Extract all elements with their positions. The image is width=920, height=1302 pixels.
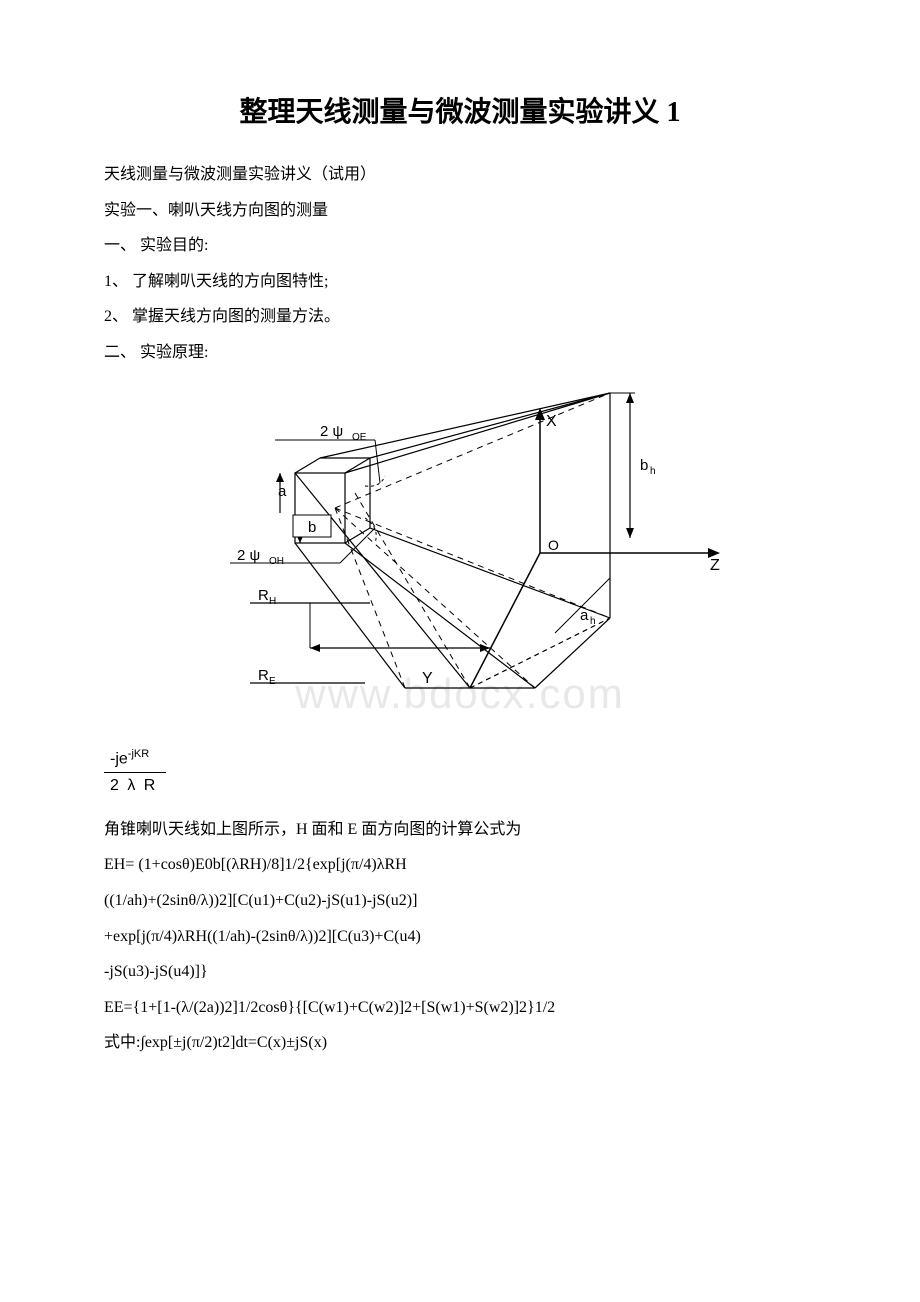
text-line: +exp[j(π/4)λRH((1/ah)-(2sinθ/λ))2][C(u3)… xyxy=(100,920,820,954)
text-line: -jS(u3)-jS(u4)]} xyxy=(100,955,820,989)
formula-numerator: -je-jKR xyxy=(104,746,820,770)
svg-text:E: E xyxy=(269,676,276,687)
text-line: 1、 了解喇叭天线的方向图特性; xyxy=(100,265,820,299)
svg-text:R: R xyxy=(258,587,269,604)
svg-text:H: H xyxy=(269,596,276,607)
svg-text:OE: OE xyxy=(352,432,367,443)
fraction-bar xyxy=(104,772,166,773)
document-title: 整理天线测量与微波测量实验讲义 1 xyxy=(100,90,820,130)
svg-text:2 ψ: 2 ψ xyxy=(320,423,343,440)
svg-text:OH: OH xyxy=(269,556,284,567)
horn-antenna-diagram: 2 ψ OE 2 ψ OH a b R H R E X Y Z O b h a … xyxy=(180,378,740,718)
svg-text:a: a xyxy=(278,483,287,500)
svg-text:2 ψ: 2 ψ xyxy=(237,547,260,564)
text-line: ((1/ah)+(2sinθ/λ))2][C(u1)+C(u2)-jS(u1)-… xyxy=(100,884,820,918)
text-line: EE={1+[1-(λ/(2a))2]1/2cosθ}{[C(w1)+C(w2)… xyxy=(100,991,820,1025)
svg-text:b: b xyxy=(308,519,316,536)
text-line: 角锥喇叭天线如上图所示，H 面和 E 面方向图的计算公式为 xyxy=(100,813,820,847)
svg-text:h: h xyxy=(590,616,596,627)
text-line: 实验一、喇叭天线方向图的测量 xyxy=(100,194,820,228)
text-line: 2、 掌握天线方向图的测量方法。 xyxy=(100,300,820,334)
numerator-superscript: -jKR xyxy=(128,748,149,760)
document-content: 整理天线测量与微波测量实验讲义 1 天线测量与微波测量实验讲义（试用） 实验一、… xyxy=(100,90,820,1060)
formula-denominator: 2 λ R xyxy=(104,775,820,797)
svg-text:a: a xyxy=(580,607,589,624)
svg-text:Z: Z xyxy=(710,557,720,574)
text-line: 式中:∫exp[±j(π/2)t2]dt=C(x)±jS(x) xyxy=(100,1026,820,1060)
svg-text:O: O xyxy=(548,537,559,553)
formula-fraction: -je-jKR 2 λ R xyxy=(104,746,820,797)
text-line: 天线测量与微波测量实验讲义（试用） xyxy=(100,158,820,192)
svg-text:R: R xyxy=(258,667,269,684)
svg-text:Y: Y xyxy=(422,670,433,687)
text-line: EH= (1+cosθ)E0b[(λRH)/8]1/2{exp[j(π/4)λR… xyxy=(100,848,820,882)
svg-text:b: b xyxy=(640,457,648,474)
text-line: 一、 实验目的: xyxy=(100,229,820,263)
diagram-container: 2 ψ OE 2 ψ OH a b R H R E X Y Z O b h a … xyxy=(100,378,820,718)
text-line: 二、 实验原理: xyxy=(100,336,820,370)
svg-text:X: X xyxy=(546,413,557,430)
svg-text:h: h xyxy=(650,466,656,477)
numerator-text: -je xyxy=(110,750,128,767)
